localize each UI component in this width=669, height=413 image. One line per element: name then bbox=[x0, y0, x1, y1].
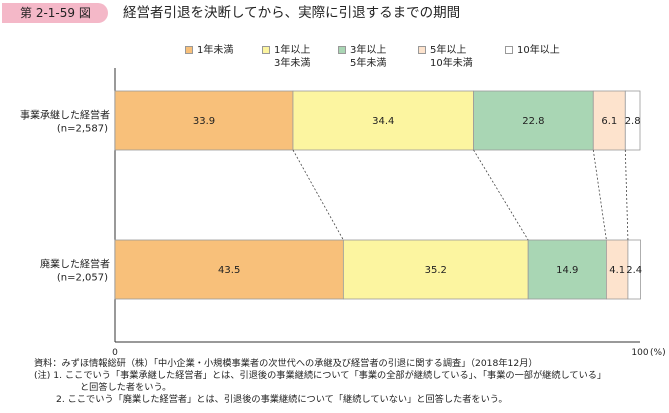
legend-swatch-under-1y bbox=[185, 46, 193, 54]
connector-line bbox=[624, 149, 629, 241]
bar-segment bbox=[473, 90, 594, 151]
legend-label-5y-10y: 5年以上 10年未満 bbox=[430, 44, 473, 70]
bar-segment bbox=[624, 90, 641, 151]
legend-label-3y-5y-line2: 5年未満 bbox=[350, 58, 387, 69]
data-label: 14.9 bbox=[556, 265, 578, 276]
figure-title: 経営者引退を決断してから、実際に引退するまでの期間 bbox=[123, 5, 461, 21]
data-label: 35.2 bbox=[425, 265, 447, 276]
bar-segment bbox=[114, 239, 344, 300]
category-n-label: (n=2,057) bbox=[57, 273, 108, 284]
legend-label-1y-3y-line1: 1年以上 bbox=[274, 45, 311, 56]
legend-label-1y-3y-line2: 3年未満 bbox=[274, 58, 311, 69]
bar-segment bbox=[592, 90, 626, 151]
figure-header: 第 2-1-59 図 経営者引退を決断してから、実際に引退するまでの期間 bbox=[0, 0, 669, 28]
category-n-label: (n=2,587) bbox=[57, 124, 108, 135]
bar-segment bbox=[627, 239, 641, 300]
footnote-note-2: 2. ここでいう「廃業した経営者」とは、引退後の事業継続について「継続していない… bbox=[56, 394, 508, 405]
x-tick-label: 0 bbox=[112, 348, 118, 358]
legend-label-3y-5y-line1: 3年以上 bbox=[350, 45, 387, 56]
bar-segment bbox=[342, 239, 529, 300]
chart-legend: 1年未満 1年以上 3年未満 3年以上 5年未満 5年以上 10年未満 10年以… bbox=[0, 0, 669, 70]
bar-segment bbox=[114, 90, 294, 151]
legend-label-5y-10y-line1: 5年以上 bbox=[430, 45, 467, 56]
legend-label-3y-5y: 3年以上 5年未満 bbox=[350, 44, 386, 70]
category-label: 事業承継した経営者 bbox=[20, 109, 110, 122]
legend-label-1y-3y: 1年以上 3年未満 bbox=[274, 44, 310, 70]
connector-line bbox=[592, 149, 607, 241]
data-label: 4.1 bbox=[609, 265, 625, 276]
data-label: 6.1 bbox=[601, 116, 617, 127]
legend-swatch-3y-5y bbox=[338, 46, 346, 54]
connector-line bbox=[473, 149, 529, 241]
data-label: 33.9 bbox=[193, 116, 215, 127]
x-axis-unit: (%) bbox=[650, 348, 666, 358]
data-label: 34.4 bbox=[372, 116, 394, 127]
footnote-source: 資料：みずほ情報総研（株）「中小企業・小規模事業者の次世代への承継及び経営者の引… bbox=[34, 358, 538, 369]
bar-segment bbox=[292, 90, 474, 151]
legend-label-under-1y: 1年未満 bbox=[197, 45, 234, 56]
category-label: 廃業した経営者 bbox=[40, 258, 110, 271]
legend-swatch-5y-10y bbox=[418, 46, 426, 54]
footnote-note-1-cont: と回答した者をいう。 bbox=[80, 382, 172, 393]
x-tick-label: 100 bbox=[631, 348, 648, 358]
footnote-note-1: (注) 1. ここでいう「事業承継した経営者」とは、引退後の事業継続について「事… bbox=[34, 370, 607, 381]
legend-label-10y-plus: 10年以上 bbox=[517, 45, 560, 56]
legend-swatch-10y-plus bbox=[505, 46, 513, 54]
data-label: 2.8 bbox=[625, 116, 641, 127]
connector-line bbox=[292, 149, 344, 241]
data-label: 43.5 bbox=[218, 265, 240, 276]
legend-swatch-1y-3y bbox=[262, 46, 270, 54]
data-label: 2.4 bbox=[626, 265, 642, 276]
legend-label-5y-10y-line2: 10年未満 bbox=[430, 58, 473, 69]
figure-number-badge: 第 2-1-59 図 bbox=[2, 3, 108, 23]
data-label: 22.8 bbox=[522, 116, 544, 127]
